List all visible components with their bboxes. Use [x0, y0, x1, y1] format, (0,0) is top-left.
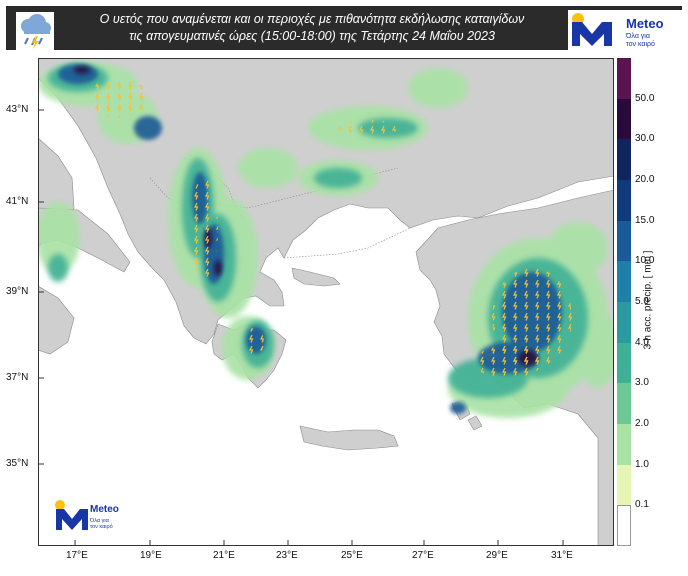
- colorbar-segment: [617, 139, 631, 181]
- colorbar-tick: 15.0: [635, 214, 655, 226]
- colorbar-segment: [617, 424, 631, 466]
- logo-tagline-2: τον καιρό: [626, 41, 655, 48]
- lon-tick: 27°E: [412, 550, 434, 561]
- lat-tick: 41°N: [6, 196, 29, 207]
- lat-tick: 43°N: [6, 104, 29, 115]
- lat-tick: 39°N: [6, 286, 29, 297]
- lon-tick: 17°E: [66, 550, 88, 561]
- storm-probability: [88, 78, 572, 378]
- colorbar-segment: [617, 464, 631, 506]
- colorbar-segment: [617, 302, 631, 344]
- colorbar-label: 3-h acc. precip. [ mm ]: [642, 250, 654, 350]
- logo-tagline-1: Όλα για: [90, 518, 109, 524]
- lon-tick: 25°E: [341, 550, 363, 561]
- colorbar-tick: 1.0: [635, 458, 649, 470]
- colorbar-tick: 2.0: [635, 418, 649, 429]
- colorbar-tick: 3.0: [635, 377, 649, 389]
- colorbar-tick: 5.0: [635, 296, 649, 307]
- logo-tagline-1: Όλα για: [626, 33, 650, 40]
- lon-tick: 29°E: [486, 550, 508, 561]
- colorbar-segment: [617, 342, 631, 384]
- logo-tagline-2: τον καιρό: [90, 524, 113, 530]
- lat-tick: 37°N: [6, 372, 29, 383]
- colorbar-segment: [617, 220, 631, 262]
- lon-tick: 23°E: [276, 550, 298, 561]
- rain-cloud-icon: [16, 12, 54, 52]
- title-line-1: Ο υετός που αναμένεται και οι περιοχές μ…: [99, 12, 525, 26]
- colorbar-segment: [617, 98, 631, 140]
- precip-colorbar: [617, 58, 631, 546]
- colorbar-tick: 20.0: [635, 174, 655, 185]
- colorbar-segment: [617, 383, 631, 425]
- lon-tick: 21°E: [213, 550, 235, 561]
- meteo-logo-bottom: Meteo Όλα για τον καιρό: [52, 498, 152, 534]
- logo-name: Meteo: [626, 16, 664, 31]
- lon-tick: 31°E: [551, 550, 573, 561]
- title-banner: Ο υετός που αναμένεται και οι περιοχές μ…: [6, 6, 682, 52]
- colorbar-segment: [617, 180, 631, 222]
- lat-tick: 35°N: [6, 458, 29, 469]
- colorbar-tick: 4.0: [635, 336, 649, 348]
- lon-tick: 19°E: [140, 550, 162, 561]
- logo-name: Meteo: [90, 504, 119, 515]
- meteo-logo-top: Meteo Όλα για τον καιρό: [568, 10, 682, 50]
- meteo-m-icon: [572, 13, 612, 46]
- title-line-2: τις απογευματινές ώρες (15:00-18:00) της…: [129, 29, 495, 43]
- colorbar-tick: 0.1: [635, 499, 649, 511]
- colorbar-segment: [617, 505, 631, 546]
- colorbar-segment: [617, 58, 631, 100]
- map-title: Ο υετός που αναμένεται και οι περιοχές μ…: [62, 11, 562, 45]
- precipitation-map: [38, 58, 614, 546]
- meteo-m-icon: [55, 500, 88, 530]
- colorbar-tick: 10.0: [635, 255, 655, 267]
- colorbar-tick: 30.0: [635, 133, 655, 145]
- colorbar-segment: [617, 261, 631, 303]
- colorbar-tick: 50.0: [635, 92, 655, 104]
